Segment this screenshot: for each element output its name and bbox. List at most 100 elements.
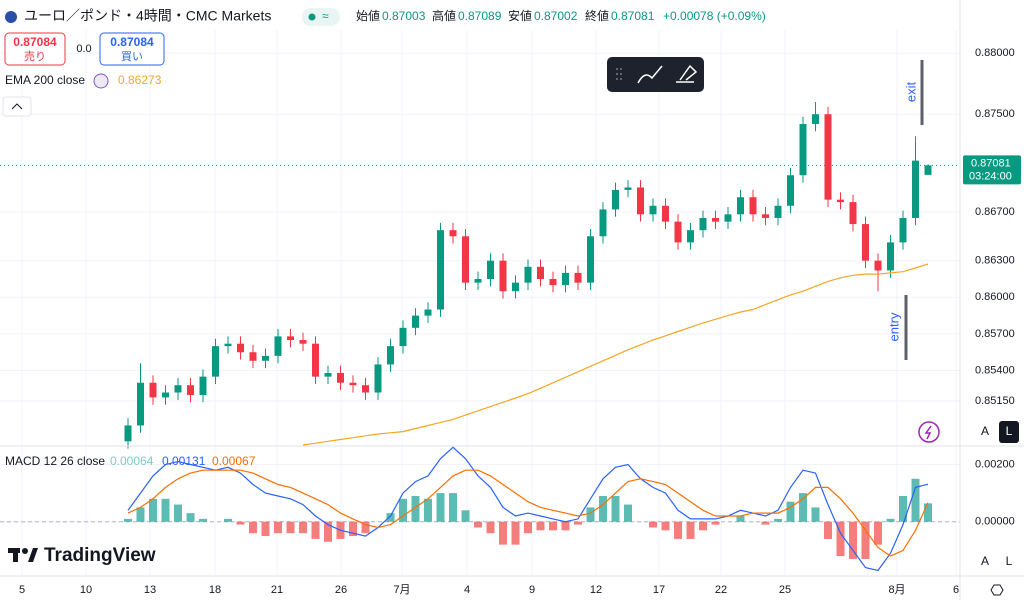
- ema-value: 0.86273: [118, 73, 162, 87]
- auto-button[interactable]: A: [981, 554, 989, 568]
- candle-body: [337, 372, 344, 383]
- logo: [8, 548, 38, 562]
- x-tick-label: 25: [779, 584, 791, 596]
- log-button[interactable]: L: [1006, 424, 1013, 438]
- ema-line: [302, 263, 929, 446]
- histogram-bar: [174, 504, 182, 522]
- x-tick-label: 6: [953, 584, 959, 596]
- histogram-bar: [524, 521, 532, 534]
- x-tick-label: 5: [19, 584, 25, 596]
- histogram-bar: [499, 521, 507, 545]
- candle-body: [149, 382, 157, 398]
- candle-body: [837, 199, 844, 203]
- change: +0.00078 (+0.09%): [663, 9, 766, 23]
- candle-body: [737, 197, 744, 215]
- macd-legend: MACD 12 26 close: [5, 454, 105, 468]
- settings-button[interactable]: [990, 584, 1004, 596]
- ohlc-value: 0.87081: [611, 9, 655, 23]
- x-tick-label: 10: [80, 584, 92, 596]
- candle-body: [487, 260, 494, 279]
- ohlc-value: 0.87003: [382, 9, 426, 23]
- histogram-bar: [411, 495, 420, 522]
- candle-body: [524, 266, 532, 283]
- candle-body: [687, 230, 694, 243]
- histogram-bar: [761, 521, 770, 525]
- candle-body: [262, 355, 269, 361]
- candle-body: [537, 266, 544, 279]
- ema-icon[interactable]: [93, 73, 109, 89]
- candle-body: [799, 123, 807, 176]
- status-pill[interactable]: [302, 8, 340, 26]
- eraser-icon[interactable]: [676, 64, 698, 83]
- histogram-bar: [899, 495, 907, 522]
- x-tick-label: 9: [529, 584, 535, 596]
- candle-body: [174, 385, 182, 393]
- auto-button[interactable]: A: [981, 424, 989, 438]
- candle-body: [249, 352, 257, 361]
- candle-body: [449, 230, 457, 237]
- toolbar-grip: [616, 68, 622, 80]
- histogram-bar: [386, 513, 395, 522]
- candle-body: [699, 217, 707, 231]
- panes: [0, 30, 960, 575]
- buy-button[interactable]: [99, 32, 165, 66]
- logo-text: TradingView: [44, 545, 156, 566]
- candle-body: [649, 205, 657, 215]
- ohlc-value: 0.87002: [534, 9, 578, 23]
- candle-body: [374, 364, 382, 393]
- candle-body: [612, 189, 619, 210]
- histogram-bar: [736, 516, 745, 522]
- histogram-bar: [161, 498, 170, 522]
- candle-body: [774, 205, 782, 218]
- caret: [11, 103, 23, 110]
- spread: 0.0: [76, 43, 91, 55]
- log-button[interactable]: L: [1006, 554, 1013, 568]
- candle-body: [812, 114, 819, 124]
- y-tick-label: 0.86300: [975, 255, 1015, 267]
- histogram-bar: [699, 521, 707, 531]
- histogram-bar: [561, 521, 570, 531]
- symbol-title[interactable]: ユーロ／ポンド・4時間・CMC Markets: [24, 8, 271, 24]
- annotation: exit: [903, 81, 918, 102]
- candle-body: [124, 425, 132, 442]
- y-tick-label: 0.86000: [975, 291, 1015, 303]
- ohlc-label: 終値: [585, 8, 609, 23]
- candle-body: [224, 343, 232, 347]
- histogram-bar: [536, 521, 545, 531]
- histogram-bar: [261, 521, 270, 537]
- candle-body: [824, 114, 832, 200]
- histogram-bar: [774, 518, 782, 522]
- collapse-button[interactable]: [2, 96, 32, 117]
- histogram-bar: [836, 521, 845, 557]
- log-button-bg[interactable]: [999, 421, 1019, 443]
- x-tick-label: 7月: [393, 584, 410, 596]
- candle-body: [362, 385, 369, 393]
- histogram-bar: [149, 498, 157, 522]
- histogram-bar: [186, 513, 195, 522]
- candle-body: [662, 205, 669, 222]
- x-tick-label: 12: [590, 584, 602, 596]
- price-label-bg: [963, 155, 1021, 185]
- histogram-bar: [424, 498, 432, 522]
- histogram-bar: [449, 493, 457, 522]
- candle-body: [874, 260, 882, 271]
- candle-body: [474, 279, 482, 283]
- sell-button[interactable]: [4, 32, 66, 66]
- candle-body: [399, 327, 407, 347]
- brush-icon[interactable]: [637, 65, 663, 84]
- status-icon: ≈: [322, 9, 329, 23]
- candle-body: [637, 187, 644, 215]
- candle-body: [237, 343, 244, 353]
- ohlc-label: 安値: [508, 8, 532, 23]
- candle-body: [562, 272, 569, 286]
- alert-button[interactable]: [918, 421, 940, 443]
- candle-body: [674, 221, 682, 243]
- status-dot: [308, 13, 316, 21]
- histogram-bar: [199, 518, 207, 522]
- candle-body: [162, 392, 169, 398]
- histogram-bar: [549, 521, 557, 531]
- candle-body: [387, 346, 394, 365]
- candle-body: [787, 175, 794, 206]
- macd-line: [127, 469, 929, 557]
